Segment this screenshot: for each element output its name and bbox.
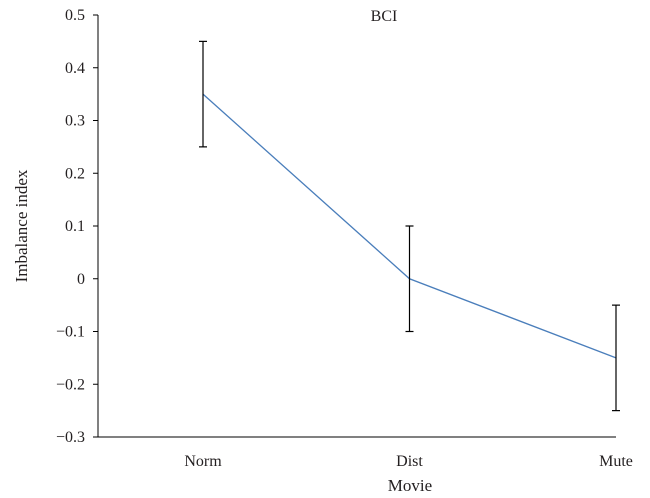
x-axis-title: Movie [388, 476, 432, 495]
y-tick-label: 0.3 [65, 113, 85, 130]
y-tick-label: 0.1 [65, 218, 85, 235]
y-tick-label: 0.2 [65, 165, 85, 182]
y-tick-label: 0 [77, 271, 85, 288]
series-group [199, 40, 620, 412]
y-axis-ticks: 0.5 0.4 0.3 0.2 0.1 0 −0.1 −0.2 −0.3 [56, 7, 98, 446]
axes [97, 15, 616, 438]
y-axis-title: Imbalance index [12, 169, 31, 282]
x-tick-label: Norm [184, 453, 222, 470]
x-axis-ticks: Norm Dist Mute [184, 453, 633, 470]
y-tick-label: −0.1 [56, 324, 85, 341]
x-tick-label: Mute [599, 453, 633, 470]
chart-title: BCI [371, 8, 398, 25]
y-tick-label: 0.5 [65, 7, 85, 24]
x-tick-label: Dist [396, 453, 423, 470]
y-tick-label: −0.3 [56, 429, 85, 446]
y-tick-label: −0.2 [56, 376, 85, 393]
y-tick-label: 0.4 [65, 60, 85, 77]
